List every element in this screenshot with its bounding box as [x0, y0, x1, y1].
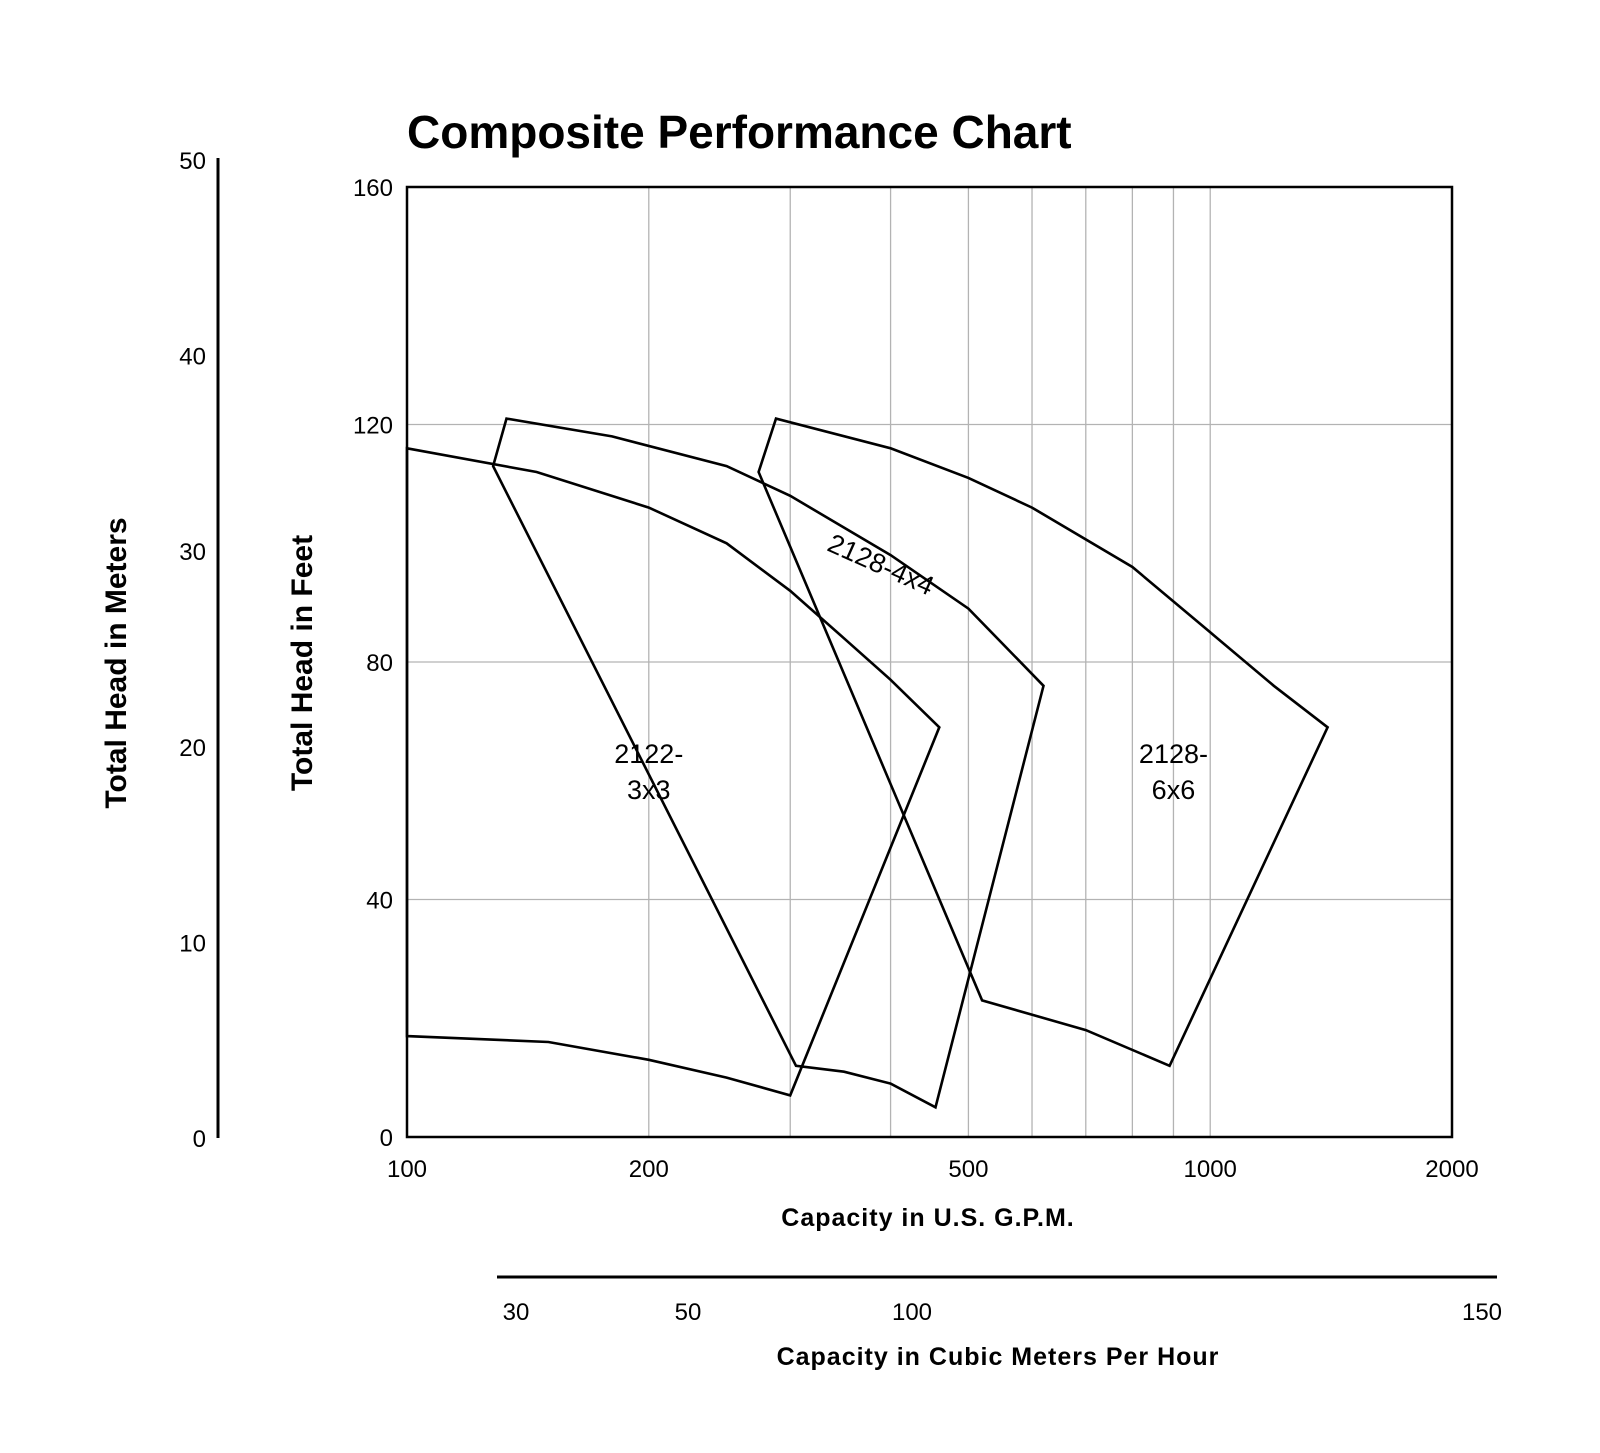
meters-tick-label: 30: [179, 539, 206, 566]
meters-tick-label: 40: [179, 344, 206, 371]
y-axis-label: Total Head in Feet: [286, 535, 319, 791]
pump-region-outline: [491, 417, 1045, 1110]
meters-tick-label: 0: [193, 1126, 206, 1153]
pump-regions: [405, 417, 1330, 1110]
pump-region-label-line: 2122-: [614, 739, 683, 769]
pump-region-label: 2128- 6x6: [1139, 739, 1208, 805]
y-tick-label: 120: [353, 413, 393, 440]
pump-region-label-line: 2128-: [1139, 739, 1208, 769]
x-tick-label: 200: [629, 1156, 669, 1183]
cubic-meters-tick-label: 50: [675, 1299, 702, 1326]
plot-frame: [405, 185, 1454, 1139]
cubic-meters-tick-labels: 30 50 100 150: [503, 1299, 1502, 1326]
pump-region-outline: [757, 417, 1330, 1068]
meters-tick-labels: 0 10 20 30 40 50: [179, 148, 206, 1153]
x-tick-label: 1000: [1184, 1156, 1237, 1183]
x-tick-labels: 100 200 500 1000 2000: [387, 1156, 1479, 1183]
region-labels: 2122- 3x3 2128-4x4 2128- 6x6: [614, 528, 1208, 805]
y-tick-label: 80: [366, 650, 393, 677]
cubic-meters-tick-label: 30: [503, 1299, 530, 1326]
meters-axis-label: Total Head in Meters: [100, 517, 133, 808]
grid-lines: [407, 187, 1452, 1137]
x-axis-label: Capacity in U.S. G.P.M.: [781, 1204, 1074, 1232]
y-tick-label: 40: [366, 888, 393, 915]
x-tick-label: 2000: [1425, 1156, 1478, 1183]
x-tick-label: 100: [387, 1156, 427, 1183]
pump-region-label: 2128-4x4: [823, 528, 938, 601]
meters-tick-label: 10: [179, 930, 206, 957]
y-tick-label: 0: [380, 1125, 393, 1152]
meters-tick-label: 50: [179, 148, 206, 175]
cubic-meters-tick-label: 150: [1462, 1299, 1502, 1326]
y-tick-label: 160: [353, 175, 393, 202]
y-tick-labels: 0 40 80 120 160: [353, 175, 393, 1152]
meters-tick-label: 20: [179, 735, 206, 762]
pump-region-outline: [405, 446, 941, 1097]
pump-region-label: 2122- 3x3: [614, 739, 683, 805]
chart-title: Composite Performance Chart: [407, 106, 1072, 158]
pump-region-label-line: 6x6: [1152, 775, 1196, 805]
cubic-meters-axis-label: Capacity in Cubic Meters Per Hour: [777, 1343, 1220, 1371]
pump-region-label-line: 2128-4x4: [823, 528, 938, 601]
cubic-meters-tick-label: 100: [892, 1299, 932, 1326]
pump-region-label-line: 3x3: [627, 775, 671, 805]
x-tick-label: 500: [948, 1156, 988, 1183]
